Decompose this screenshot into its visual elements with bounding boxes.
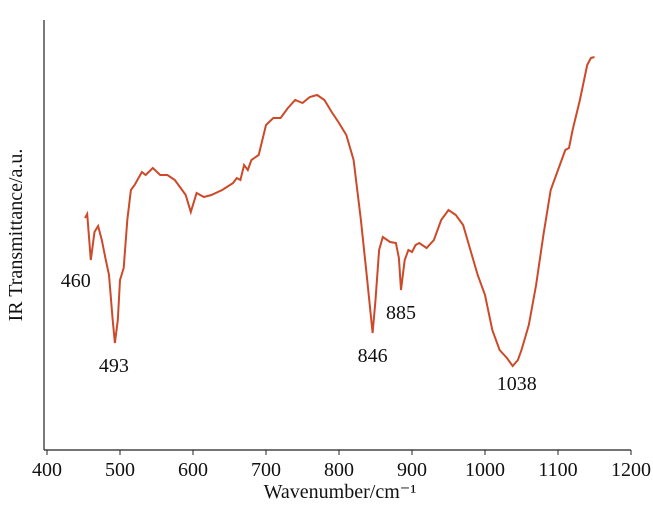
x-tick-label: 1000: [465, 459, 505, 481]
peak-label: 460: [61, 270, 91, 292]
peak-label: 846: [358, 345, 388, 367]
spectrum-line: [84, 56, 595, 368]
peak-label: 1038: [497, 373, 537, 395]
x-tick-label: 500: [105, 459, 135, 481]
peak-label: 885: [386, 302, 416, 324]
x-axis-label: Wavenumber/cm⁻¹: [264, 481, 417, 503]
x-tick-label: 800: [324, 459, 354, 481]
x-tick-label: 1200: [611, 459, 651, 481]
x-tick-label: 400: [32, 459, 62, 481]
x-tick-label: 1100: [538, 459, 577, 481]
x-tick-label: 600: [178, 459, 208, 481]
peak-label: 493: [99, 355, 129, 377]
x-tick-label: 700: [251, 459, 281, 481]
x-tick-label: 900: [397, 459, 427, 481]
y-axis-label: IR Transmittance/a.u.: [5, 149, 27, 322]
